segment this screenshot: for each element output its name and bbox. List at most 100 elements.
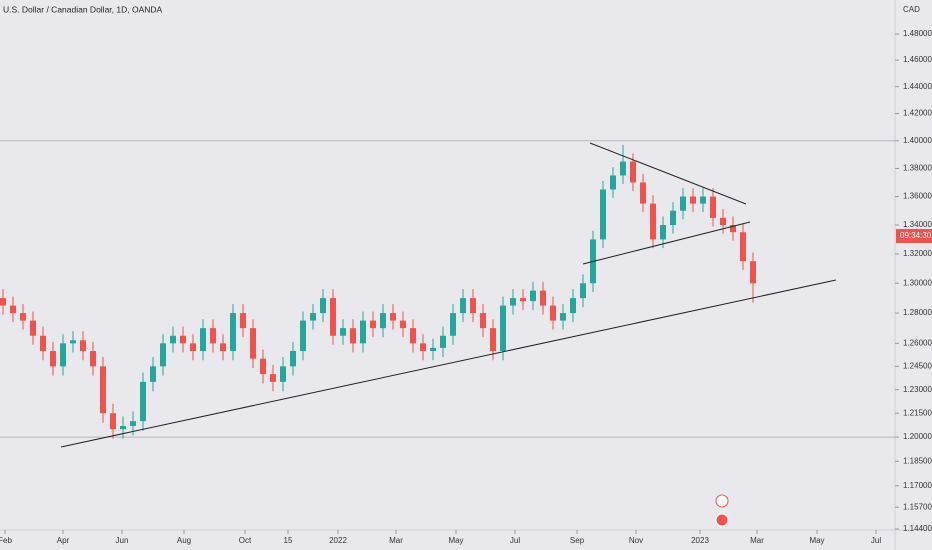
candle-body (210, 328, 216, 344)
candle-body (680, 196, 686, 211)
candle-body (330, 298, 336, 336)
candle-body (200, 328, 206, 351)
candle-body (450, 313, 456, 336)
candle-body (390, 313, 396, 321)
y-tick-label: 1.42000 (903, 109, 932, 118)
candle-body (120, 425, 126, 430)
trend-line (589, 142, 747, 205)
candle-body (430, 347, 436, 351)
y-tick-label: 1.17000 (903, 481, 932, 490)
candle-body (670, 210, 676, 226)
candle-body (220, 343, 226, 351)
x-tick-label: Feb (0, 536, 12, 545)
y-tick-label: 1.46000 (903, 55, 932, 64)
candle-body (180, 335, 186, 344)
candle-body (710, 196, 716, 218)
candle-body (40, 335, 46, 351)
candle-body (130, 421, 136, 426)
candle-body (730, 225, 736, 233)
candle-body (250, 328, 256, 359)
x-tick-label: Jun (116, 536, 129, 545)
candle-body (110, 413, 116, 430)
y-tick-label: 1.14400 (903, 524, 932, 533)
candle-body (380, 313, 386, 329)
y-tick-label: 1.36000 (903, 192, 932, 201)
event-icon[interactable] (715, 494, 729, 508)
x-tick-label: Aug (177, 536, 191, 545)
y-tick-label: 1.15700 (903, 502, 932, 511)
candle-body (320, 298, 326, 314)
candle-body (240, 313, 246, 329)
candle-body (640, 182, 646, 204)
candle-body (690, 196, 696, 204)
candle-body (50, 350, 56, 367)
trend-line (60, 279, 837, 448)
y-tick-label: 1.30000 (903, 278, 932, 287)
y-tick-label: 1.21500 (903, 408, 932, 417)
candle-body (410, 328, 416, 344)
x-tick-label: May (448, 536, 463, 545)
candle-body (610, 175, 616, 190)
candle-body (570, 298, 576, 314)
candle-body (540, 290, 546, 306)
candle-body (520, 298, 526, 302)
candle-body (290, 350, 296, 367)
candle-body (560, 313, 566, 321)
y-tick-label: 1.44000 (903, 82, 932, 91)
candle-body (440, 335, 446, 348)
y-tick-label: 1.48000 (903, 29, 932, 38)
y-tick-label: 1.34000 (903, 220, 932, 229)
candle-body (500, 305, 506, 351)
x-tick-label: Mar (750, 536, 764, 545)
x-tick-label: Apr (57, 536, 70, 545)
chart-title: U.S. Dollar / Canadian Dollar, 1D, OANDA (3, 4, 163, 14)
x-tick-label: Mar (389, 536, 403, 545)
candle-body (480, 313, 486, 329)
x-tick-label: Oct (239, 536, 252, 545)
trend-line (582, 221, 751, 265)
countdown-label: 09:34:30 (900, 231, 932, 240)
y-tick-label: 1.28000 (903, 308, 932, 317)
candle-body (340, 328, 346, 336)
candle-body (10, 305, 16, 314)
candle-body (400, 320, 406, 329)
candle-body (510, 298, 516, 306)
candle-body (630, 161, 636, 183)
candle-body (490, 328, 496, 351)
candle-body (310, 313, 316, 321)
candle-body (420, 343, 426, 351)
x-tick-label: Sep (570, 536, 585, 545)
event-icon[interactable] (715, 513, 729, 527)
countdown-box (896, 229, 932, 243)
candle-body (230, 313, 236, 351)
candle-body (160, 343, 166, 367)
y-tick-label: 1.38000 (903, 164, 932, 173)
candle-body (270, 374, 276, 382)
y-tick-label: 1.32000 (903, 249, 932, 258)
candle-body (460, 298, 466, 314)
y-tick-label: 1.24500 (903, 361, 932, 370)
candle-body (190, 343, 196, 351)
x-tick-label: May (809, 536, 824, 545)
candle-body (300, 320, 306, 351)
y-tick-label: 1.26000 (903, 338, 932, 347)
candle-body (580, 283, 586, 299)
candle-body (620, 161, 626, 176)
candle-body (360, 320, 366, 344)
candle-body (170, 335, 176, 344)
candle-body (600, 189, 606, 240)
x-tick-label: Jul (510, 536, 520, 545)
y-tick-label: 1.18500 (903, 456, 932, 465)
candle-body (370, 320, 376, 329)
candle-body (140, 381, 146, 422)
candle-body (60, 343, 66, 367)
candle-body (530, 290, 536, 302)
candle-body (70, 340, 76, 344)
y-tick-label: 1.23000 (903, 385, 932, 394)
currency-label: CAD (903, 5, 920, 14)
y-tick-label: 1.20000 (903, 432, 932, 441)
candle-body (550, 305, 556, 321)
